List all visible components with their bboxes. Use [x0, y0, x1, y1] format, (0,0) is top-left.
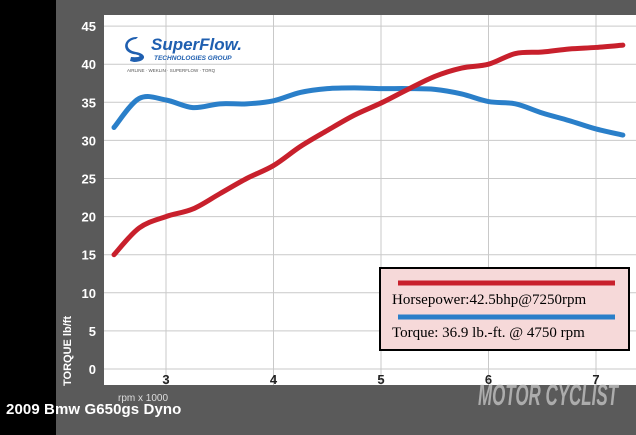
y-tick-label: 45 [82, 19, 96, 34]
y-tick-label: 35 [82, 95, 96, 110]
series-line-horsepower [111, 42, 626, 258]
y-tick-label: 40 [82, 57, 96, 72]
superflow-logo: SuperFlow. TECHNOLOGIES GROUP AIRLINE · … [125, 35, 242, 73]
logo-tagline: AIRLINE · WEKLIN · SUPERFLOW · TORQ [127, 68, 216, 73]
x-tick-label: 3 [162, 372, 169, 387]
y-tick-label: 15 [82, 248, 96, 263]
legend: Horsepower:42.5bhp@7250rpm Torque: 36.9 … [379, 267, 630, 351]
y-tick-label: 20 [82, 210, 96, 225]
superflow-swoosh-icon [125, 36, 145, 62]
y-tick-label: 10 [82, 286, 96, 301]
legend-label-torque: Torque: 36.9 lb.-ft. @ 4750 rpm [392, 325, 585, 341]
series-line-torque [111, 85, 626, 138]
y-tick-label: 0 [89, 362, 96, 377]
series-group [111, 42, 626, 258]
x-tick-label: 6 [485, 372, 492, 387]
motorcyclist-watermark: MOTOR CYCLIST [478, 379, 620, 412]
logo-text: SuperFlow. [151, 35, 242, 54]
x-tick-label: 7 [592, 372, 599, 387]
y-axis-label: TORQUE lb/ft [62, 316, 74, 386]
logo-subtext: TECHNOLOGIES GROUP [154, 55, 232, 62]
x-tick-label: 5 [377, 372, 384, 387]
legend-label-horsepower: Horsepower:42.5bhp@7250rpm [392, 292, 587, 308]
x-axis-label: rpm x 1000 [118, 393, 168, 404]
y-tick-label: 5 [89, 324, 96, 339]
figure-caption: 2009 Bmw G650gs Dyno [6, 401, 182, 418]
y-tick-label: 25 [82, 172, 96, 187]
y-tick-label: 30 [82, 133, 96, 148]
x-tick-label: 4 [270, 372, 278, 387]
